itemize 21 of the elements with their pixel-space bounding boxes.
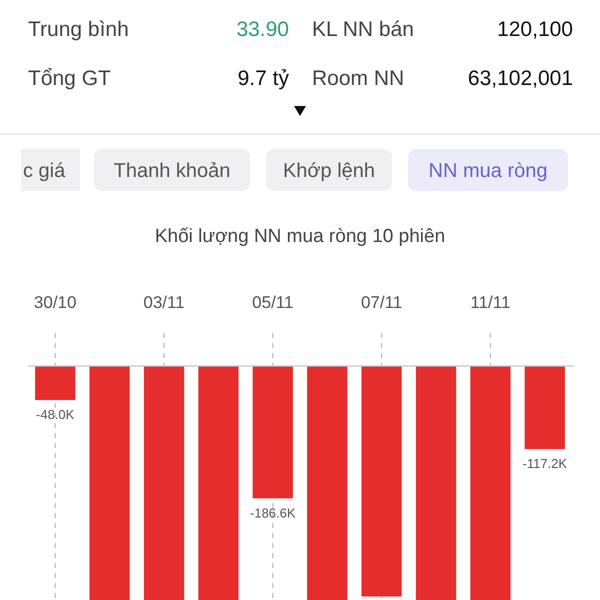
data-label: -48.0K — [36, 407, 75, 422]
x-tick-label: 05/11 — [252, 293, 294, 312]
x-tick-label: 03/11 — [143, 293, 185, 312]
data-label: -186.6K — [250, 505, 296, 520]
x-tick-label: 07/11 — [360, 293, 402, 312]
text: Tổng GT — [28, 67, 112, 90]
text: Khớp lệnh — [282, 160, 376, 182]
text: Thanh khoản — [114, 160, 230, 182]
text: Room NN — [312, 67, 404, 90]
text: NN mua ròng — [428, 160, 548, 182]
x-tick-label: 11/11 — [470, 293, 510, 312]
text: 33.90 — [236, 18, 289, 41]
text: 120,100 — [497, 18, 573, 41]
text: Trung bình — [28, 18, 129, 41]
text: KL NN bán — [312, 18, 414, 41]
text: 9.7 tỷ — [238, 67, 290, 90]
text: 63,102,001 — [468, 67, 573, 90]
text: c giá — [23, 160, 66, 182]
x-tick-label: 30/10 — [34, 293, 76, 312]
data-label: -117.2K — [522, 456, 568, 472]
chart-title: Khối lượng NN mua ròng 10 phiên — [154, 226, 446, 247]
